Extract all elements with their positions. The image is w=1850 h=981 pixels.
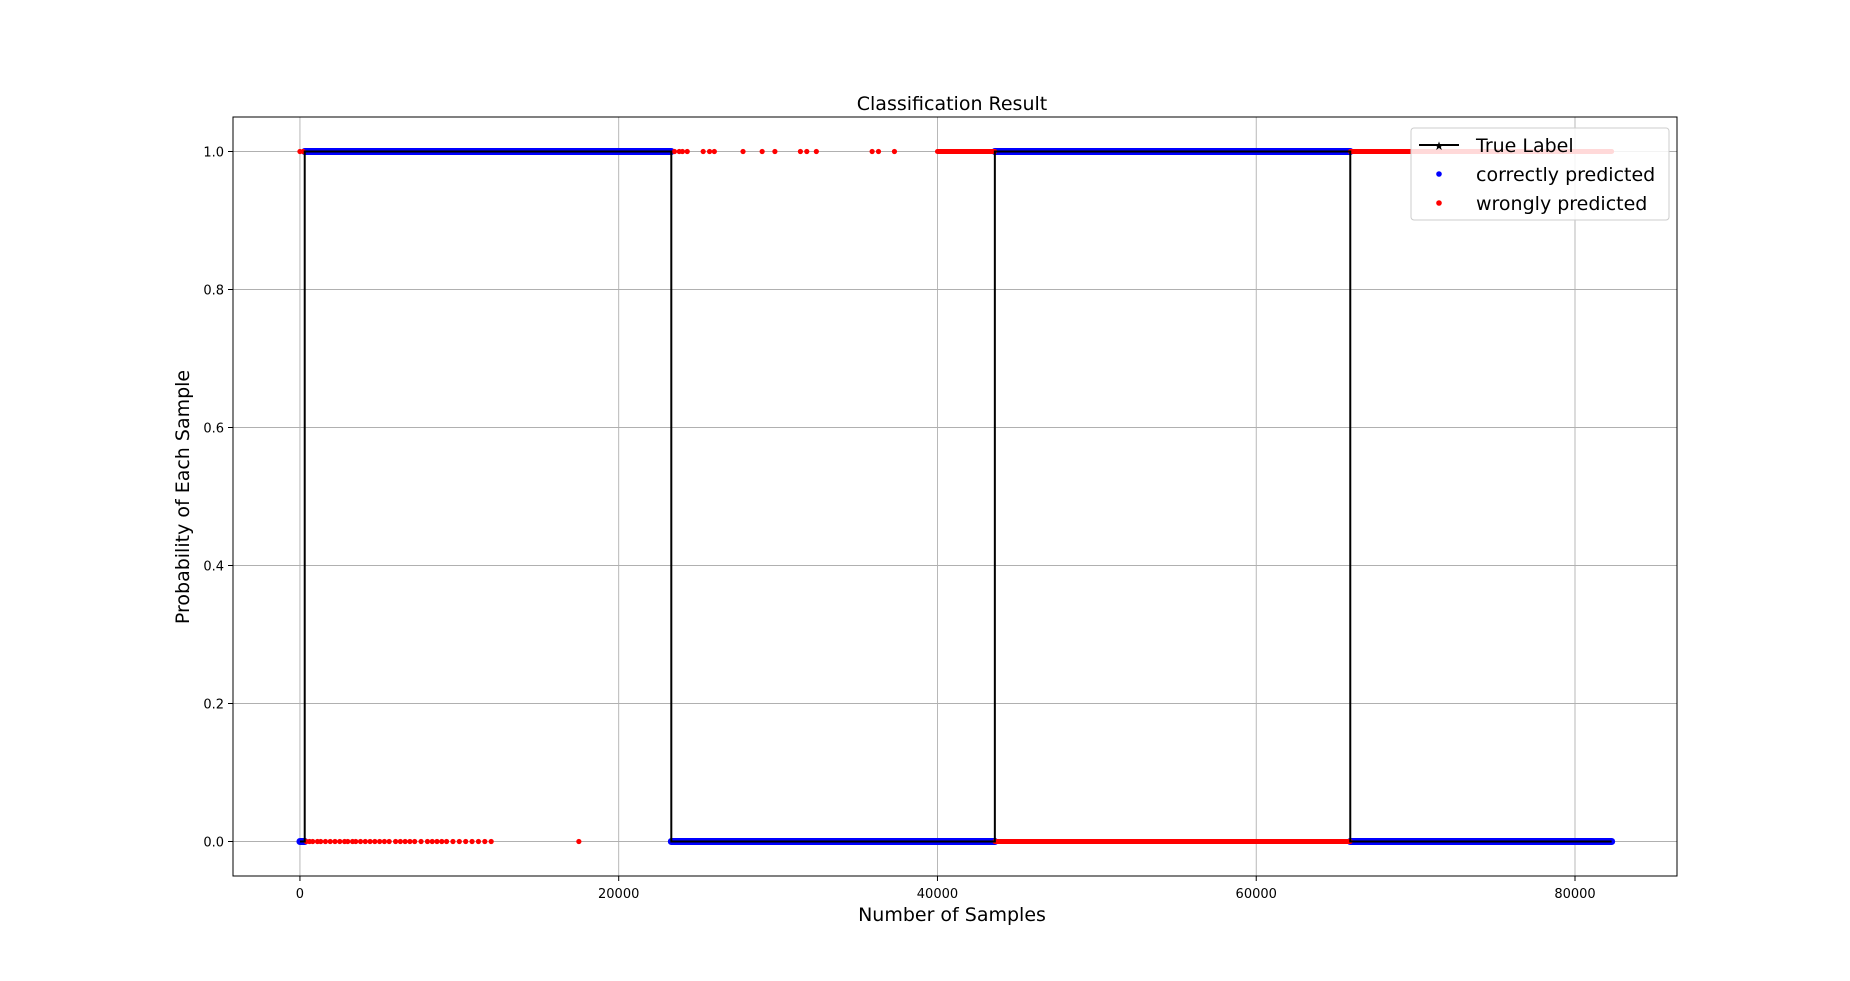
wrong-prediction-point <box>424 838 431 845</box>
wrong-prediction-point <box>469 838 475 845</box>
wrong-prediction-point <box>475 838 482 845</box>
wrong-prediction-point <box>450 838 456 845</box>
wrong-prediction-point <box>392 838 399 845</box>
wrong-prediction-point <box>412 838 418 845</box>
wrong-prediction-point <box>377 838 383 845</box>
wrong-prediction-point <box>456 838 462 845</box>
wrong-prediction-point <box>402 838 408 845</box>
x-tick-label: 20000 <box>598 887 639 902</box>
wrong-prediction-point <box>439 838 445 845</box>
y-tick-label: 1.0 <box>203 146 224 161</box>
wrong-prediction-point <box>700 148 706 155</box>
wrong-prediction-point <box>434 838 440 845</box>
wrong-prediction-point <box>488 838 494 845</box>
tick-layer: 0 20000 40000 60000 80000 0.0 0.2 0.4 0.6 0.8 1.0 <box>203 146 1595 903</box>
legend-star-icon: ★ <box>1434 139 1445 153</box>
wrong-prediction-point <box>684 148 690 155</box>
wrong-prediction-point <box>804 148 810 155</box>
wrong-prediction-point <box>367 838 373 845</box>
y-tick-label: 0.6 <box>203 422 224 437</box>
wrong-prediction-point <box>318 838 324 845</box>
wrong-prediction-point <box>482 838 488 845</box>
legend: ★ True Label correctly predicted wrongly pr… <box>1410 127 1670 221</box>
wrong-prediction-point <box>357 838 364 845</box>
wrong-prediction-point <box>875 148 882 155</box>
wrong-prediction-point <box>418 838 424 845</box>
x-axis-label: Number of Samples <box>858 904 1046 926</box>
x-tick-label: 0 <box>296 887 304 902</box>
wrong-prediction-point <box>711 148 717 155</box>
wrong-prediction-point <box>332 838 338 845</box>
wrong-prediction-point <box>576 838 582 845</box>
y-axis-label: Probability of Each Sample <box>172 370 194 624</box>
y-tick-label: 0.8 <box>203 284 224 299</box>
x-tick-label: 40000 <box>917 887 958 902</box>
wrong-prediction-point <box>740 148 746 155</box>
wrong-prediction-point <box>327 838 333 845</box>
wrong-prediction-point <box>813 148 819 155</box>
wrong-prediction-point <box>372 838 378 845</box>
wrong-prediction-point <box>797 148 803 155</box>
wrong-prediction-point <box>337 838 343 845</box>
wrong-prediction-point <box>322 838 329 845</box>
legend-box <box>1410 127 1670 221</box>
legend-wrong-marker <box>1436 200 1442 206</box>
wrong-prediction-point <box>772 148 778 155</box>
x-tick-label: 60000 <box>1236 887 1277 902</box>
wrong-prediction-point <box>407 838 413 845</box>
legend-label: wrongly predicted <box>1476 193 1647 215</box>
wrong-prediction-point <box>362 838 368 845</box>
wrong-prediction-point <box>671 148 678 155</box>
wrong-prediction-point <box>345 838 351 845</box>
wrong-prediction-point <box>386 838 392 845</box>
legend-label: True Label <box>1475 135 1574 157</box>
wrong-prediction-point <box>381 838 388 845</box>
y-tick-label: 0.0 <box>203 836 224 851</box>
wrong-prediction-point <box>310 838 316 845</box>
wrong-prediction-point <box>429 838 435 845</box>
wrong-prediction-point <box>353 838 359 845</box>
wrong-prediction-point <box>706 148 713 155</box>
wrong-prediction-point <box>397 838 403 845</box>
chart-title: Classification Result <box>857 93 1047 115</box>
y-tick-label: 0.4 <box>203 560 224 575</box>
true-label-line <box>299 150 1612 843</box>
wrong-prediction-point <box>869 148 875 155</box>
plot-frame <box>232 116 1678 877</box>
wrong-prediction-point <box>679 148 686 155</box>
wrong-prediction-point <box>759 148 765 155</box>
x-tick-label: 80000 <box>1554 887 1595 902</box>
wrong-prediction-point <box>891 148 898 155</box>
legend-label: correctly predicted <box>1476 164 1655 186</box>
wrong-prediction-point <box>443 838 450 845</box>
legend-correct-marker <box>1436 171 1442 177</box>
y-tick-label: 0.2 <box>203 698 224 713</box>
wrong-prediction-point <box>463 838 469 845</box>
